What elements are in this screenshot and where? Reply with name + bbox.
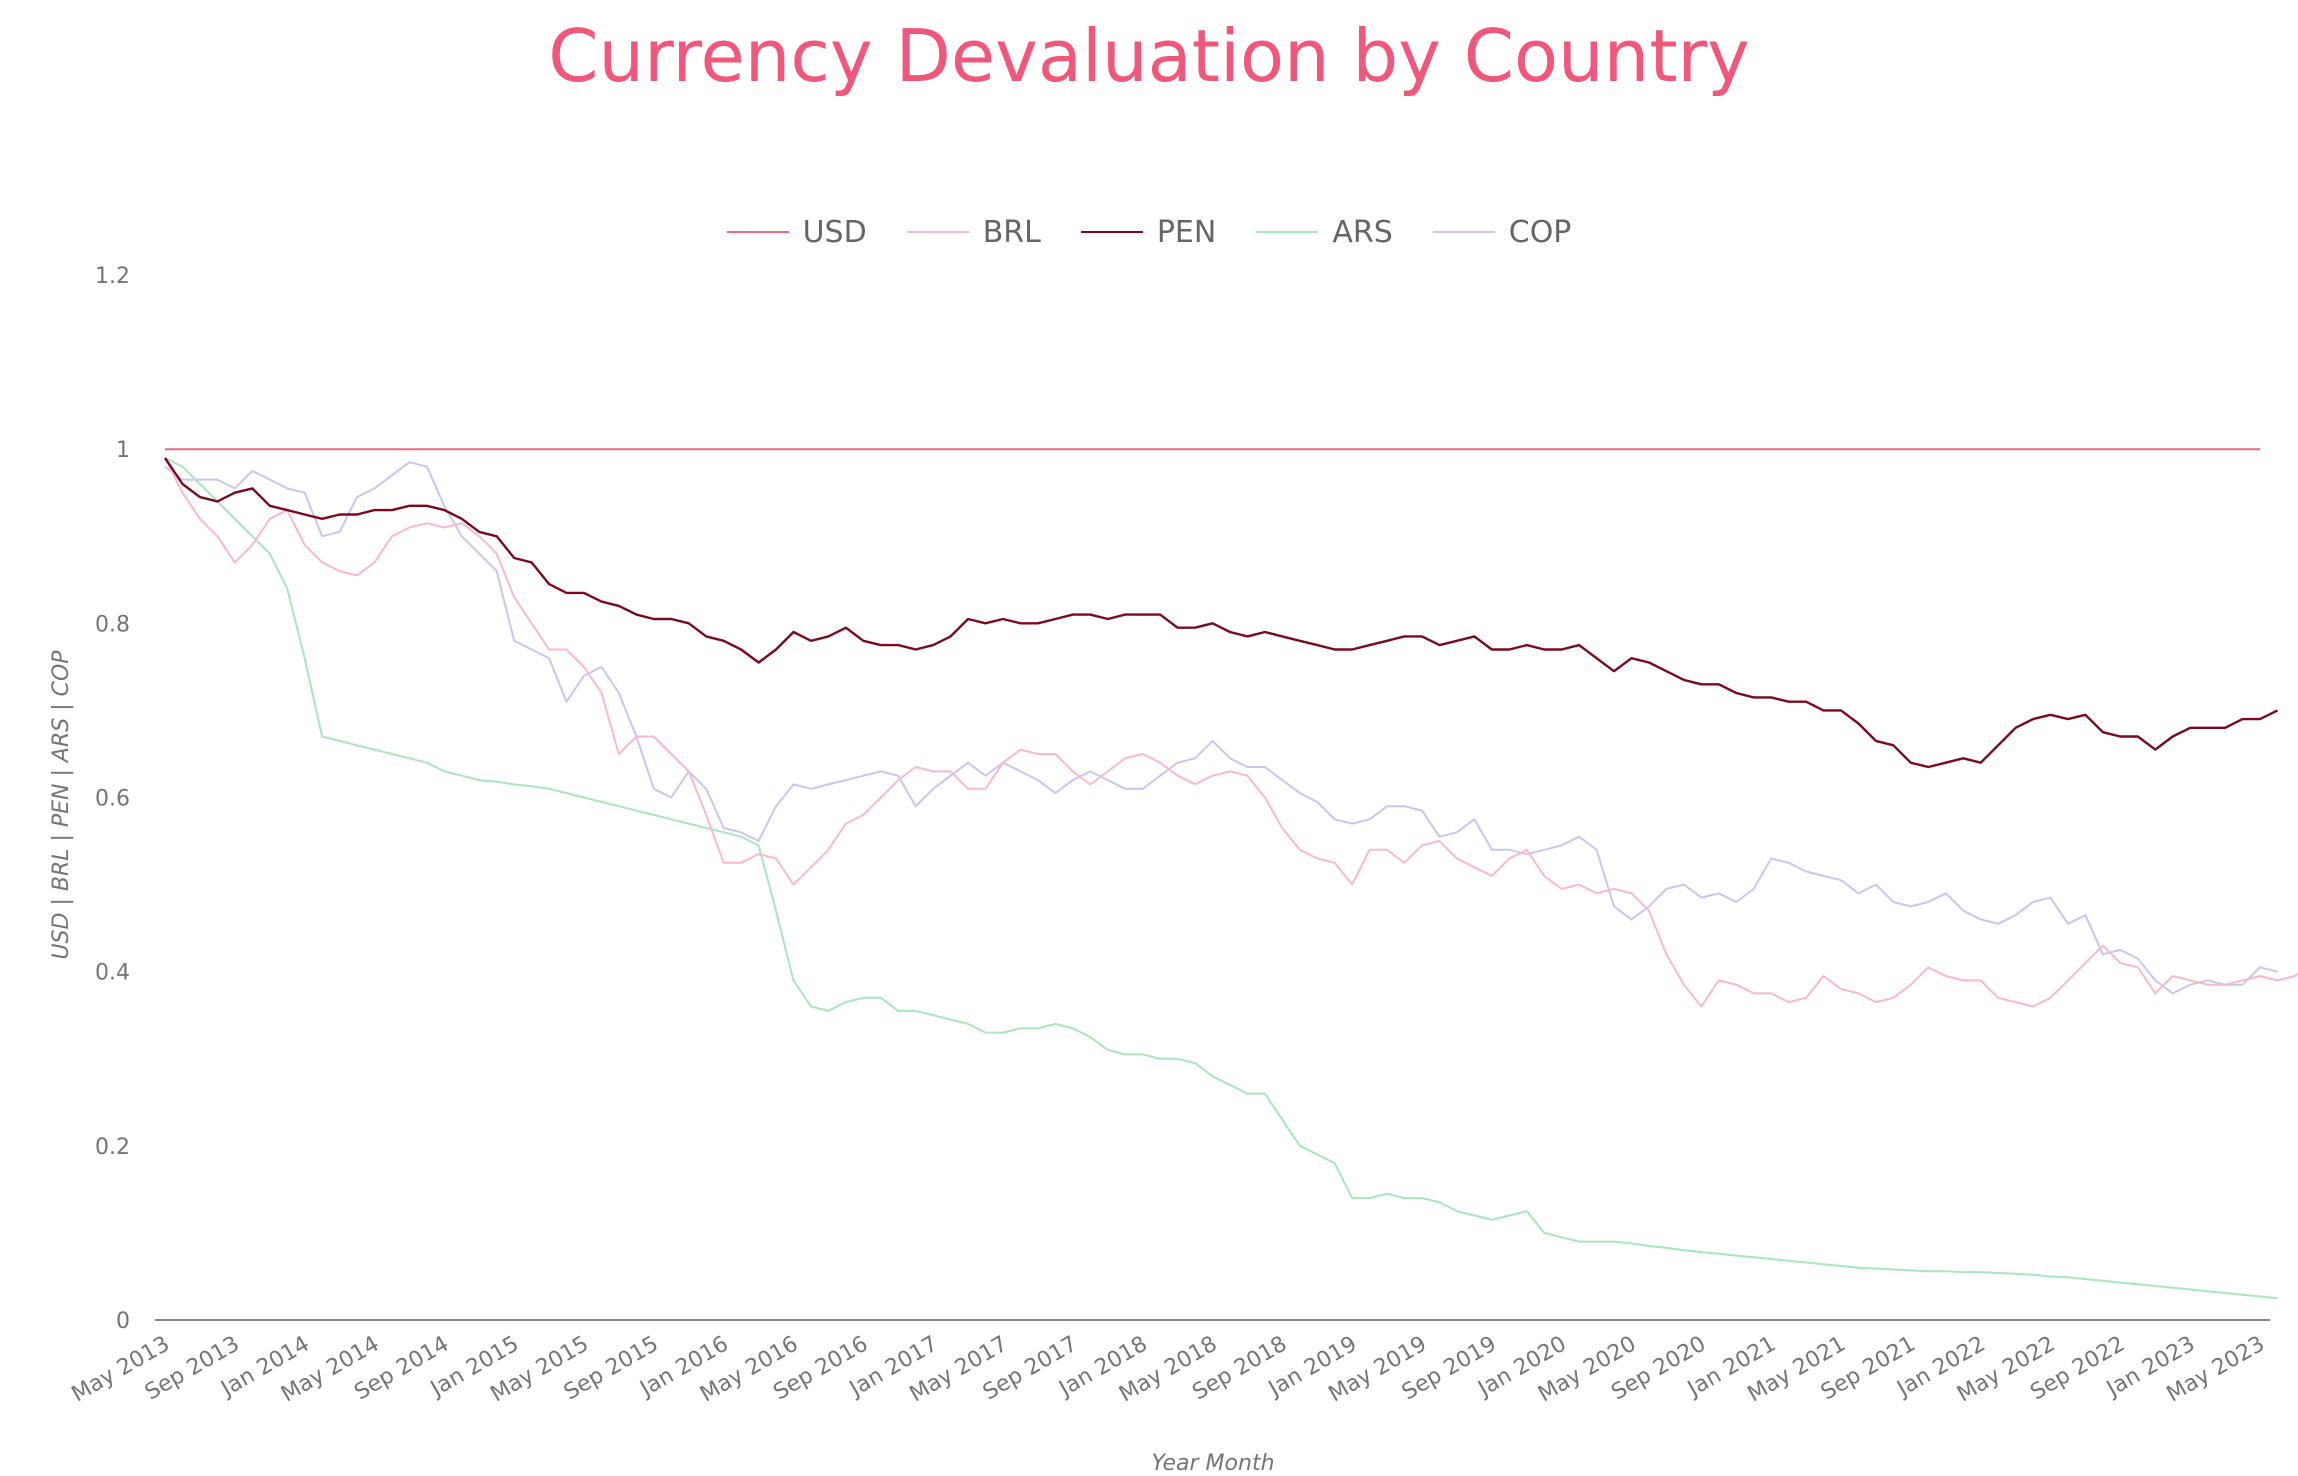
legend: USD BRL PEN ARS COP <box>0 208 2298 256</box>
legend-item-brl[interactable]: BRL <box>906 214 1041 250</box>
series-layer <box>164 448 2298 1300</box>
series-line-cop[interactable] <box>164 461 2278 995</box>
y-tick-label: 0.8 <box>95 612 130 637</box>
legend-swatch-usd <box>726 231 789 233</box>
legend-item-ars[interactable]: ARS <box>1256 214 1393 250</box>
y-axis-title: USD | BRL | PEN | ARS | COP <box>49 650 74 960</box>
legend-swatch-pen <box>1080 231 1143 233</box>
chart-title: Currency Devaluation by Country <box>548 14 1750 98</box>
legend-label-ars: ARS <box>1332 214 1393 250</box>
series-line-pen[interactable] <box>164 457 2279 769</box>
y-tick-label: 1.2 <box>95 264 130 289</box>
legend-label-usd: USD <box>802 214 867 250</box>
legend-item-pen[interactable]: PEN <box>1080 214 1217 250</box>
legend-label-brl: BRL <box>982 214 1041 250</box>
y-tick-label: 0.6 <box>95 787 130 812</box>
y-tick-label: 1 <box>116 438 130 463</box>
y-tick-label: 0.2 <box>95 1135 130 1160</box>
legend-item-cop[interactable]: COP <box>1432 214 1572 250</box>
legend-swatch-brl <box>906 231 969 233</box>
legend-label-cop: COP <box>1508 214 1572 250</box>
y-tick-label: 0 <box>116 1309 130 1334</box>
x-axis-title: Year Month <box>1151 1451 1274 1476</box>
legend-swatch-cop <box>1432 231 1495 233</box>
series-line-brl[interactable] <box>164 457 2298 1008</box>
y-tick-label: 0.4 <box>95 961 130 986</box>
legend-swatch-ars <box>1256 231 1319 233</box>
series-line-ars[interactable] <box>164 457 2278 1300</box>
y-axis-ticks: 0 0.2 0.4 0.6 0.8 1 1.2 <box>95 264 130 1334</box>
legend-label-pen: PEN <box>1156 214 1217 250</box>
legend-item-usd[interactable]: USD <box>726 214 867 250</box>
